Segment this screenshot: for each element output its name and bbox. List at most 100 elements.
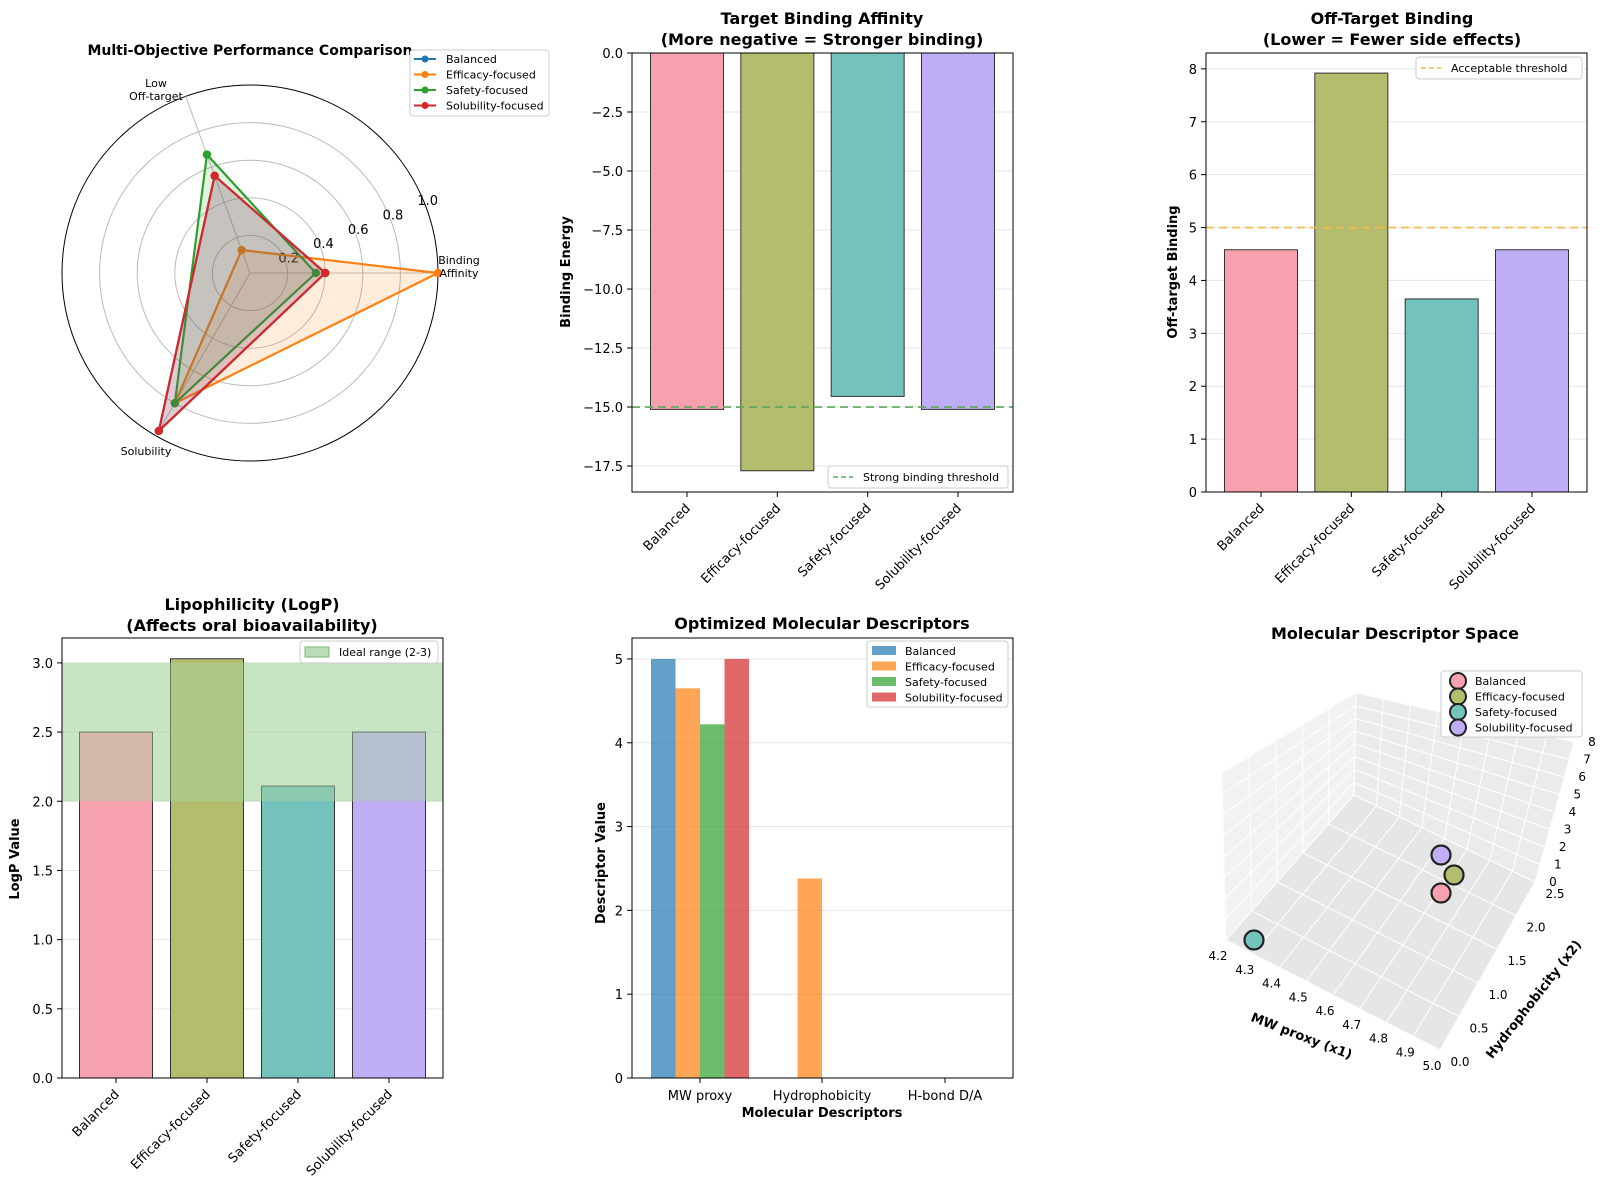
descriptors-legend: Balanced Efficacy-focused Safety-focused So… <box>866 640 1009 708</box>
descriptors-y-label: Descriptor Value <box>594 802 609 924</box>
radar-r-tick-3: 0.8 <box>383 208 404 223</box>
p4-ytick-label-4: 2.0 <box>32 795 53 810</box>
scatter3d-ytick-2: 1.0 <box>1488 988 1507 1002</box>
radar-axis-label-2-0: Solubility <box>121 445 172 458</box>
radar-legend-label-1: Efficacy-focused <box>446 69 536 82</box>
radar-point-efficacy-focused-1 <box>237 245 246 255</box>
descriptors-legend-label-0: Balanced <box>905 645 956 658</box>
scatter3d-zgrid-6 <box>1222 717 1565 816</box>
logp-legend-box <box>299 640 439 664</box>
p4-xtick-label-3: Solubility-focused <box>304 1087 396 1179</box>
radar-r-tick-4: 1.0 <box>417 194 438 209</box>
p4-ytick-label-1: 0.5 <box>32 1003 53 1018</box>
radar-r-tick-1: 0.4 <box>313 237 334 252</box>
descriptors-legend-box <box>866 640 1009 708</box>
binding-bars <box>650 52 995 472</box>
scatter3d-xtick-3: 4.5 <box>1289 990 1308 1004</box>
descriptors-ytick-label-2: 2 <box>615 904 623 919</box>
p2-xtick-label-1: Efficacy-focused <box>699 501 785 587</box>
radar-chart-panel: Multi-Objective Performance Comparison 0… <box>61 43 550 462</box>
logp-title-line1: Lipophilicity (LogP) <box>164 595 339 614</box>
radar-point-safety-focused-0 <box>311 268 320 278</box>
p3-ytick-label-6: 6 <box>1189 169 1197 184</box>
scatter3d-zgrid-1 <box>1225 781 1541 920</box>
descriptors-legend-swatch-3 <box>872 692 896 702</box>
scatter3d-ytick-0: 0.0 <box>1450 1055 1469 1069</box>
binding-legend: Strong binding threshold <box>827 465 1009 489</box>
scatter3d-point-efficacy-focused <box>1443 864 1465 886</box>
p2-xtick-label-3: Solubility-focused <box>873 501 965 593</box>
scatter3d-zgrid-7 <box>1222 705 1570 795</box>
p4-ytick-label-3: 1.5 <box>32 864 53 879</box>
scatter3d-ytick-5: 2.5 <box>1545 887 1564 901</box>
p3-ytick-label-0: 0 <box>1189 486 1197 501</box>
scatter3d-ytick-4: 2.0 <box>1526 921 1545 935</box>
radar-spoke-2 <box>155 272 251 437</box>
descriptors-panel: Optimized Molecular Descriptors Descript… <box>594 614 1014 1121</box>
scatter3d-legend-label-1: Efficacy-focused <box>1475 691 1565 704</box>
descriptors-ytick-label-5: 5 <box>615 653 623 668</box>
p3-ytick-label-5: 5 <box>1189 222 1197 237</box>
descriptors-title: Optimized Molecular Descriptors <box>674 614 969 633</box>
radar-legend-label-3: Solubility-focused <box>446 100 544 113</box>
scatter3d-panel: Molecular Descriptor Space 4.24.34.44.54… <box>1208 624 1595 1073</box>
scatter3d-ytick-1: 0.5 <box>1469 1021 1488 1035</box>
descriptors-bar-efficacy-focused-hydrophobicity <box>797 878 822 1078</box>
radar-point-safety-focused-2 <box>170 399 179 408</box>
offtarget-axes-frame <box>1205 52 1588 493</box>
descriptors-bar-safety-focused-mw-proxy <box>700 724 725 1078</box>
p2-bar-solubility-focused <box>921 52 995 410</box>
scatter3d-ztick-8: 8 <box>1588 735 1596 749</box>
descriptors-bar-balanced-mw-proxy <box>651 658 676 1078</box>
scatter3d-point-solubility-focused <box>1430 844 1452 866</box>
binding-title-line1: Target Binding Affinity <box>721 9 924 28</box>
descriptors-ticks: 0 1 2 3 4 5 MW proxy Hydrophobicity H-bond D/A <box>615 653 983 1104</box>
p3-ytick-label-2: 2 <box>1189 380 1197 395</box>
scatter3d-legend-marker-0 <box>1449 672 1467 690</box>
p2-ytick-label-5: −12.5 <box>583 342 623 357</box>
offtarget-legend-box <box>1415 56 1583 80</box>
p2-xtick-label-0: Balanced <box>641 501 694 554</box>
p2-bar-efficacy-focused <box>740 52 815 472</box>
offtarget-legend: Acceptable threshold <box>1415 56 1583 80</box>
binding-legend-label: Strong binding threshold <box>863 471 999 484</box>
offtarget-bars <box>1224 72 1569 493</box>
scatter3d-ztick-4: 4 <box>1569 805 1577 819</box>
p2-bar-safety-focused <box>830 52 905 397</box>
descriptors-ytick-label-0: 0 <box>615 1072 623 1087</box>
p3-xtick-label-1: Efficacy-focused <box>1273 501 1359 587</box>
p3-ytick-label-7: 7 <box>1189 116 1197 131</box>
radar-axis-label-1-0: Low <box>145 77 167 90</box>
logp-legend: Ideal range (2-3) <box>299 640 439 664</box>
radar-point-solubility-focused-1 <box>210 171 219 181</box>
binding-y-label: Binding Energy <box>559 216 574 328</box>
p4-xtick-label-2: Safety-focused <box>226 1087 305 1166</box>
radar-point-solubility-focused-2 <box>154 426 164 436</box>
offtarget-title-line2: (Lower = Fewer side effects) <box>1263 30 1521 49</box>
logp-bars <box>79 658 426 1079</box>
descriptors-x-label: Molecular Descriptors <box>742 1106 903 1121</box>
p3-xtick-label-2: Safety-focused <box>1369 501 1448 580</box>
p2-xtick-label-2: Safety-focused <box>795 501 874 580</box>
radar-series-efficacy-focused <box>173 248 440 405</box>
radar-axis-label-1-1: Off-target <box>129 90 183 103</box>
scatter3d-xtick-0: 4.2 <box>1208 949 1227 963</box>
scatter3d-ztick-2: 2 <box>1559 840 1567 854</box>
p3-ytick-label-4: 4 <box>1189 274 1197 289</box>
scatter3d-ztick-5: 5 <box>1574 788 1582 802</box>
logp-axes-frame <box>61 637 444 1079</box>
logp-panel: Lipophilicity (LogP) (Affects oral bioav… <box>8 595 444 1179</box>
p4-bar-safety-focused <box>261 785 335 1079</box>
scatter3d-zgrid-5 <box>1223 730 1560 837</box>
radar-point-solubility-focused-0 <box>321 268 330 278</box>
p4-xtick-label-1: Efficacy-focused <box>128 1087 214 1173</box>
logp-ideal-band-overlay-rect <box>62 662 443 802</box>
descriptors-legend-swatch-2 <box>872 677 896 686</box>
p2-ytick-label-7: −17.5 <box>583 460 623 475</box>
binding-title-line2: (More negative = Stronger binding) <box>661 30 984 49</box>
descriptors-axes-frame <box>631 637 1014 1079</box>
descriptors-xtick-label-0: MW proxy <box>668 1089 733 1104</box>
p2-ytick-label-3: −7.5 <box>591 224 623 239</box>
scatter3d-xtick-2: 4.4 <box>1262 977 1281 991</box>
